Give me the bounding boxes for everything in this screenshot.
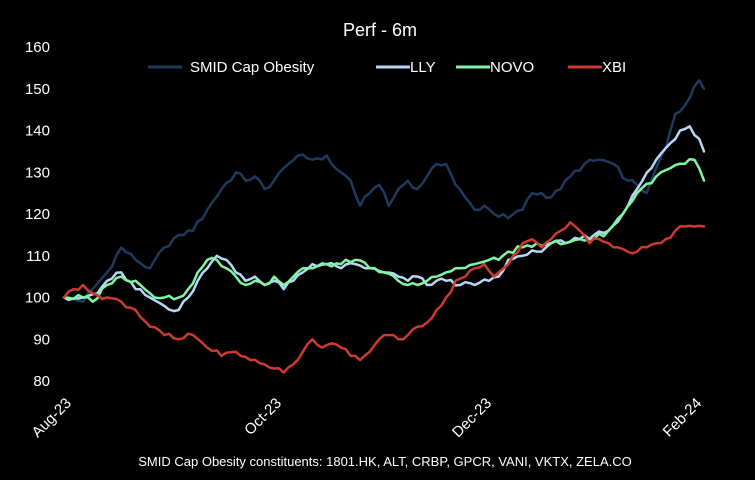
legend-label: NOVO <box>490 59 534 76</box>
y-tick-label: 90 <box>33 331 50 348</box>
legend-label: SMID Cap Obesity <box>190 59 315 76</box>
series-line-novo <box>62 157 706 303</box>
series-line-xbi <box>62 221 706 374</box>
series-line-lly <box>62 125 706 313</box>
y-tick-label: 80 <box>33 373 50 390</box>
series-group <box>62 79 706 374</box>
legend-label: XBI <box>602 59 626 76</box>
x-tick-label: Oct-23 <box>241 395 285 439</box>
y-tick-label: 100 <box>25 290 50 307</box>
chart-title: Perf - 6m <box>343 20 417 40</box>
axes: 80 90 100 110 120 130 140 150 160 Aug-23 Oct-23 Dec… <box>25 39 705 441</box>
footnote: SMID Cap Obesity constituents: 1801.HK, … <box>138 454 631 469</box>
x-tick-label: Feb-24 <box>660 395 706 441</box>
y-tick-label: 160 <box>25 39 50 56</box>
y-tick-label: 110 <box>26 248 50 265</box>
legend-label: LLY <box>410 59 436 76</box>
x-tick-label: Dec-23 <box>449 395 495 441</box>
y-tick-label: 130 <box>25 164 50 181</box>
y-tick-label: 120 <box>25 206 50 223</box>
y-tick-label: 150 <box>25 81 50 98</box>
x-tick-label: Aug-23 <box>29 395 75 441</box>
y-tick-label: 140 <box>25 123 50 140</box>
series-line-smid-cap-obesity <box>62 79 706 303</box>
legend: SMID Cap Obesity LLY NOVO XBI <box>148 59 626 76</box>
